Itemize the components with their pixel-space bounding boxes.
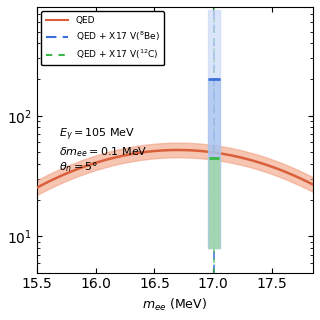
- QED: [166, 148, 170, 152]
- Legend: QED, QED + X17 V($^{8}$Be), QED + X17 V($^{12}$C): QED, QED + X17 V($^{8}$Be), QED + X17 V(…: [41, 12, 164, 65]
- QED: [35, 186, 39, 189]
- QED: [262, 162, 266, 166]
- QED: [200, 149, 204, 153]
- QED: [168, 148, 172, 152]
- Line: QED: QED: [37, 150, 313, 188]
- X-axis label: $m_{ee}$ (MeV): $m_{ee}$ (MeV): [142, 297, 207, 313]
- QED: [305, 180, 309, 183]
- Text: $E_{\gamma} = 105$ MeV
$\delta m_{ee} = 0.1$ MeV
$\theta_n = 5\degree$: $E_{\gamma} = 105$ MeV $\delta m_{ee} = …: [59, 126, 147, 174]
- QED: [311, 183, 315, 187]
- QED: [176, 148, 180, 152]
- QED: [185, 148, 189, 152]
